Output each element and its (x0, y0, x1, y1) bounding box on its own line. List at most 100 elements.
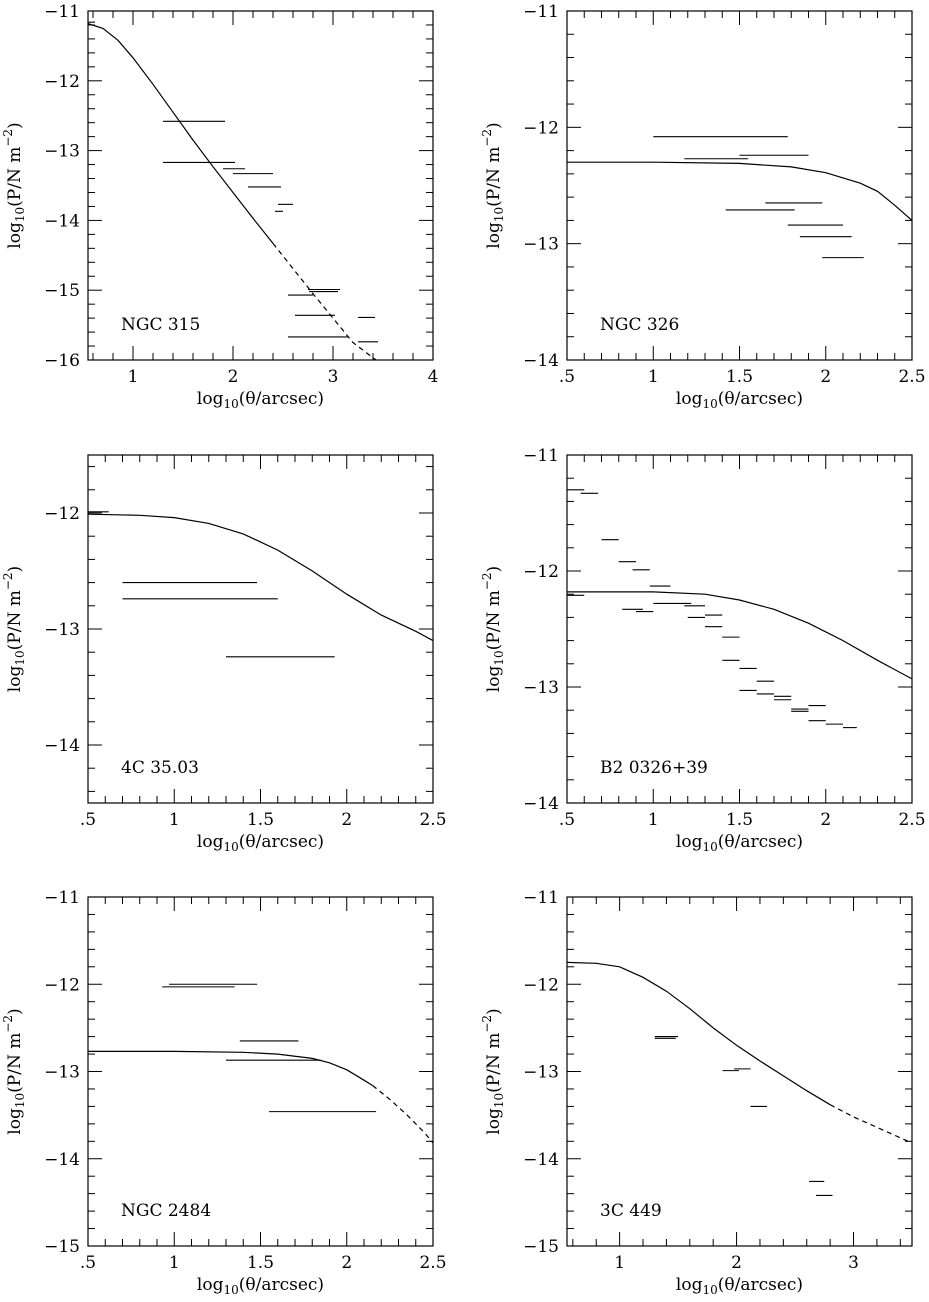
x-tick-label: 1.5 (726, 810, 753, 830)
y-tick-label: −13 (44, 142, 80, 162)
y-tick-label: −14 (44, 736, 80, 756)
x-tick-label: 4 (428, 367, 439, 387)
y-tick-label: −11 (523, 888, 559, 908)
data-layer (567, 136, 912, 259)
x-tick-label: 2 (820, 367, 831, 387)
x-axis-title: log10(θ/arcsec) (197, 389, 324, 411)
x-tick-label: 2.5 (898, 810, 925, 830)
y-tick-label: −11 (523, 2, 559, 22)
panel-ngc326: .5 1 1.5 2 2.5 −14 −13 −12 −11 log10(θ/arcsec) log… (480, 2, 926, 411)
x-tick-label: 1 (128, 367, 139, 387)
y-tick-label: −13 (44, 1063, 80, 1083)
panel-ngc2484: .5 1 1.5 2 2.5 −15 −14 −13 −12 −11 log10(θ/arcsec)… (1, 888, 447, 1297)
x-tick-label: 3 (848, 1253, 859, 1273)
model-curve-dashed (829, 1104, 912, 1144)
y-tick-label: −12 (44, 975, 80, 995)
y-tick-label: −14 (44, 1150, 80, 1170)
x-tick-label: 2.5 (419, 1253, 446, 1273)
x-tick-label: 2.5 (419, 810, 446, 830)
y-tick-label: −12 (523, 118, 559, 138)
data-layer (567, 961, 912, 1196)
y-axis-title: log10(P/N m−2) (1, 566, 27, 692)
panel-3c449: 1 2 3 −15 −14 −13 −12 −11 log10(θ/arcsec) log10(P… (480, 888, 913, 1297)
y-axis-title: log10(P/N m−2) (480, 566, 506, 692)
x-tick-label: 2 (228, 367, 239, 387)
y-tick-label: −15 (44, 281, 80, 301)
model-curve-solid (88, 513, 433, 642)
x-tick-label: 1 (169, 810, 180, 830)
x-tick-label: 1.5 (726, 367, 753, 387)
plot-frame (566, 10, 913, 361)
source-label: 3C 449 (600, 1201, 662, 1221)
panel-b20326: .5 1 1.5 2 2.5 −14 −13 −12 −11 log10(θ/arcsec) log… (480, 446, 926, 854)
x-tick-label: 1.5 (247, 810, 274, 830)
source-label: 4C 35.03 (121, 758, 199, 778)
x-tick-label: .5 (80, 810, 96, 830)
plot-frame (566, 896, 913, 1247)
plot-frame (87, 896, 434, 1247)
data-layer (567, 489, 912, 729)
x-tick-label: 2 (341, 1253, 352, 1273)
y-axis-title: log10(P/N m−2) (1, 1008, 27, 1134)
y-tick-label: −14 (523, 794, 559, 814)
x-tick-label: .5 (559, 810, 575, 830)
y-tick-label: −14 (523, 351, 559, 371)
y-tick-label: −14 (44, 211, 80, 231)
x-tick-label: 1 (648, 810, 659, 830)
y-tick-label: −12 (523, 562, 559, 582)
model-curve-solid (88, 23, 274, 244)
data-layer (88, 983, 433, 1144)
y-tick-label: −13 (523, 678, 559, 698)
x-tick-label: 2 (341, 810, 352, 830)
model-curve-dashed (272, 243, 377, 360)
y-axis-title: log10(P/N m−2) (1, 122, 27, 248)
y-tick-label: −13 (523, 1063, 559, 1083)
source-label: NGC 326 (600, 315, 679, 335)
plot-frame (566, 454, 913, 804)
plot-frame (87, 454, 434, 804)
model-curve-dashed (372, 1085, 433, 1144)
y-tick-label: −15 (523, 1237, 559, 1257)
data-layer (88, 21, 378, 360)
x-tick-label: .5 (80, 1253, 96, 1273)
model-curve-solid (567, 591, 912, 680)
y-tick-label: −12 (44, 72, 80, 92)
x-axis-title: log10(θ/arcsec) (676, 832, 803, 854)
panel-ngc315: 1 2 3 4 −16 −15 −14 −13 −12 −11 log10(θ/arcsec) log… (1, 2, 438, 411)
x-tick-label: 2 (731, 1253, 742, 1273)
x-axis-title: log10(θ/arcsec) (676, 1275, 803, 1297)
y-tick-label: −15 (44, 1237, 80, 1257)
model-curve-solid (567, 961, 831, 1106)
x-tick-label: 1.5 (247, 1253, 274, 1273)
x-axis-title: log10(θ/arcsec) (197, 832, 324, 854)
source-label: NGC 2484 (121, 1201, 211, 1221)
x-axis-title: log10(θ/arcsec) (197, 1275, 324, 1297)
y-tick-label: −13 (523, 235, 559, 255)
y-tick-label: −11 (44, 888, 80, 908)
model-curve-solid (88, 1050, 373, 1087)
x-tick-label: 2.5 (898, 367, 925, 387)
x-tick-label: .5 (559, 367, 575, 387)
x-tick-label: 1 (614, 1253, 625, 1273)
x-tick-label: 2 (820, 810, 831, 830)
y-tick-label: −11 (44, 2, 80, 22)
x-tick-label: 3 (328, 367, 339, 387)
source-label: B2 0326+39 (600, 758, 708, 778)
y-tick-label: −13 (44, 620, 80, 640)
x-tick-label: 1 (169, 1253, 180, 1273)
model-curve-solid (567, 161, 912, 221)
x-tick-label: 1 (648, 367, 659, 387)
data-layer (88, 511, 433, 658)
y-axis-title: log10(P/N m−2) (480, 1008, 506, 1134)
y-tick-label: −11 (523, 446, 559, 466)
source-label: NGC 315 (121, 315, 200, 335)
y-tick-label: −12 (44, 504, 80, 524)
y-axis-title: log10(P/N m−2) (480, 122, 506, 248)
y-tick-label: −16 (44, 351, 80, 371)
y-tick-label: −14 (523, 1150, 559, 1170)
x-axis-title: log10(θ/arcsec) (676, 389, 803, 411)
panel-4c3503: .5 1 1.5 2 2.5 −14 −13 −12 log10(θ/arcsec) log10(… (1, 454, 447, 854)
y-tick-label: −12 (523, 975, 559, 995)
plot-frame (87, 10, 434, 361)
